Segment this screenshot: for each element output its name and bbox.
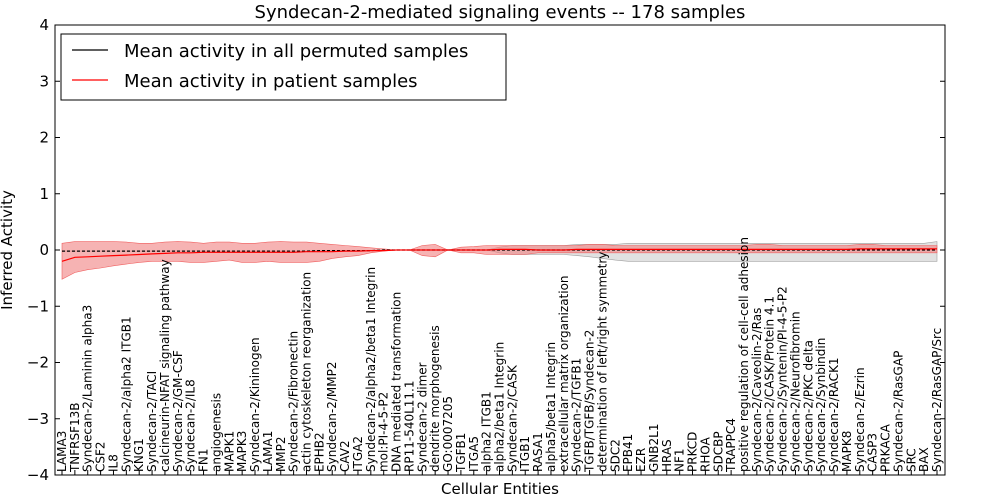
x-tick-label: RASA1 [531, 432, 545, 472]
x-tick-label: Syndecan-2/alpha2 ITGB1 [119, 316, 133, 472]
x-tick-label: Syndecan-2 dimer [415, 362, 429, 472]
x-tick-label: GNB2L1 [647, 424, 661, 472]
x-tick-label: Syndecan-2/MMP2 [325, 362, 339, 472]
x-tick-label: EZR [634, 448, 648, 472]
legend-label-permuted: Mean activity in all permuted samples [124, 41, 468, 62]
x-tick-label: Syndecan-2/Syntenin/PI-4-5-P2 [776, 286, 790, 472]
y-tick-label: 3 [39, 72, 49, 90]
y-axis-title: Inferred Activity [0, 190, 16, 310]
x-tick-label: determination of left/right symmetry [595, 252, 609, 472]
x-tick-label: EPHB2 [312, 432, 326, 472]
y-tick-label: 0 [39, 241, 49, 259]
x-tick-label: TNFRSF13B [68, 402, 82, 473]
legend-label-patient: Mean activity in patient samples [124, 71, 418, 92]
y-tick-label: −3 [27, 410, 49, 428]
x-tick-label: Syndecan-2/alpha2/beta1 Integrin [364, 267, 378, 472]
x-tick-label: mol:PI-4-5-P2 [377, 392, 391, 472]
x-tick-label: PRKACA [879, 423, 893, 472]
x-tick-label: IL8 [107, 454, 121, 472]
y-tick-label: 4 [39, 16, 49, 34]
x-tick-label: RP11-540L11.1 [402, 380, 416, 471]
x-tick-label: PRKCD [686, 432, 700, 472]
y-tick-label: 2 [39, 129, 49, 147]
x-tick-label: Syndecan-2/IL8 [184, 379, 198, 472]
x-tick-label: TRAPPC4 [724, 418, 738, 473]
y-tick-label: 1 [39, 185, 49, 203]
x-axis-title: Cellular Entities [441, 480, 559, 498]
x-tick-label: BAX [917, 447, 931, 472]
x-tick-label: Syndecan-2/Fibronectin [287, 331, 301, 472]
x-tick-label: ITGB1 [518, 436, 532, 472]
x-tick-label: MAPK1 [222, 431, 236, 472]
x-tick-label: CAV2 [338, 440, 352, 472]
x-tick-label: positive regulation of cell-cell adhesio… [737, 237, 751, 472]
x-tick-label: Syndecan-2/Neurofibromin [789, 311, 803, 472]
x-tick-label: KNG1 [132, 438, 146, 472]
x-tick-label: SDC2 [608, 439, 622, 472]
legend-box [60, 33, 507, 101]
x-tick-label: Syndecan-2/Laminin alpha3 [81, 305, 95, 472]
band-patient [61, 241, 938, 280]
x-tick-label: GO:0007205 [441, 396, 455, 472]
x-tick-label: TGFB1 [454, 433, 468, 473]
x-tick-label: Syndecan-2/Kininogen [248, 337, 262, 472]
x-tick-label: FN1 [197, 448, 211, 472]
x-tick-label: LAMA1 [261, 431, 275, 472]
x-tick-label: Syndecan-2/TGFB1 [570, 358, 584, 472]
x-tick-label: EPB41 [621, 434, 635, 472]
x-tick-label: alpha2 ITGB1 [480, 391, 494, 472]
x-tick-label: HRAS [660, 439, 674, 472]
confidence-bands [61, 241, 938, 280]
y-tick-label: −2 [27, 354, 49, 372]
series-line-patient [61, 248, 937, 262]
x-tick-label: angiogenesis [209, 393, 223, 472]
x-tick-label: calcineurin-NFAT signaling pathway [158, 259, 172, 472]
x-tick-label: Syndecan-2/CASK [505, 364, 519, 472]
x-tick-label: Syndecan-2/CASK/Protein 4.1 [763, 296, 777, 472]
x-tick-label: Syndecan-2/Synbindin [814, 338, 828, 472]
x-tick-label: CSF2 [94, 441, 108, 472]
x-tick-label: Syndecan-2/RACK1 [827, 357, 841, 472]
x-tick-label: ITGA2 [351, 436, 365, 472]
y-tick-label: −1 [27, 297, 49, 315]
x-tick-label: MAPK3 [235, 431, 249, 472]
x-tick-label: MMP2 [274, 436, 288, 472]
x-tick-label: Syndecan-2/RasGAP [891, 351, 905, 472]
x-tick-label: Syndecan-2/RasGAP/Src [930, 328, 944, 472]
x-tick-label: SDCBP [711, 431, 725, 472]
x-tick-label: TGFB/TGFB/Syndecan-2 [583, 330, 597, 473]
legend: Mean activity in all permuted samples Me… [60, 33, 507, 101]
x-tick-label: Syndecan-2/GM-CSF [171, 350, 185, 472]
x-tick-label: DNA mediated transformation [390, 292, 404, 472]
x-tick-label: RHOA [698, 436, 712, 472]
x-tick-label: Syndecan-2/PKC delta [801, 340, 815, 472]
x-tick-label: Syndecan-2/Ezrin [853, 367, 867, 472]
x-tick-label: LAMA3 [55, 431, 69, 472]
x-tick-label: NF1 [673, 448, 687, 472]
x-tick-label: dendrite morphogenesis [428, 325, 442, 472]
x-tick-label: ITGA5 [467, 436, 481, 472]
x-tick-label: extracellular matrix organization [557, 275, 571, 472]
y-axis-ticks: −4 −3 −2 −1 0 1 2 3 4 [27, 16, 945, 484]
chart-title: Syndecan-2-mediated signaling events -- … [255, 2, 746, 23]
x-tick-label: MAPK8 [840, 431, 854, 472]
x-tick-label: actin cytoskeleton reorganization [300, 272, 314, 472]
x-tick-label: CASP3 [866, 433, 880, 472]
y-tick-label: −4 [27, 466, 49, 484]
series-lines [61, 248, 937, 262]
x-tick-label: Syndecan-2/Caveolin-2/Ras [750, 308, 764, 472]
x-tick-label: alpha5/beta1 Integrin [544, 342, 558, 472]
x-tick-label: SRC [904, 448, 918, 472]
x-tick-label: Syndecan-2/TACI [145, 371, 159, 472]
x-tick-label: alpha2/beta1 Integrin [493, 342, 507, 472]
